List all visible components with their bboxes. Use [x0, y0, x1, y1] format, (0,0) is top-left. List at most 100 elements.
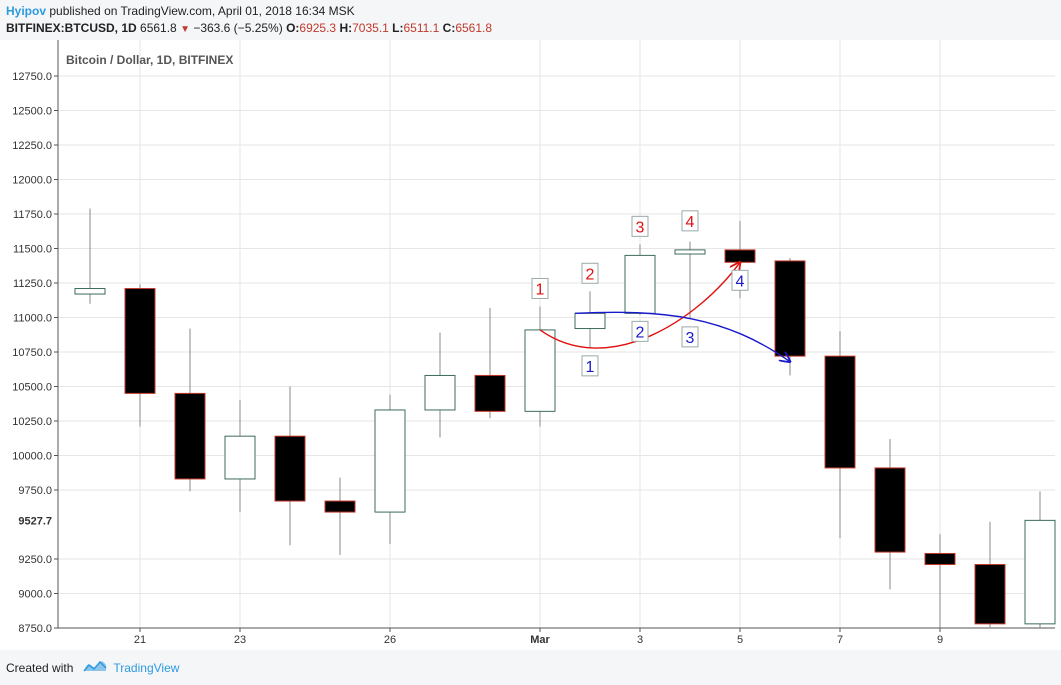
high-value: 7035.1: [352, 21, 389, 35]
candle-body-up: [674, 249, 706, 255]
candlestick-series: [74, 208, 1056, 628]
candle-body-up: [574, 312, 606, 330]
blue-count-label-box: [731, 269, 749, 291]
candle: [474, 307, 506, 419]
y-tick-label: 9000.0: [18, 589, 52, 601]
low-label: L:: [392, 21, 404, 35]
x-tick-label: 7: [837, 634, 843, 646]
candle-body-down: [124, 288, 156, 394]
time-axis[interactable]: 21 23 26 Mar 3 5 7 9: [58, 627, 1055, 646]
candle: [324, 477, 356, 555]
y-tick-label: 12000.0: [12, 175, 52, 187]
blue-count-label-box: [631, 320, 649, 342]
candle: [274, 386, 306, 546]
y-tick-label: 9250.0: [18, 554, 52, 566]
price-tag: [2, 512, 56, 529]
candle-body-down: [174, 392, 206, 480]
candle-body-up: [424, 374, 456, 411]
tradingview-logo-icon[interactable]: [83, 659, 107, 676]
candle-body-up: [624, 254, 656, 314]
blue-count-label: 3: [686, 330, 695, 347]
candle-body-down: [324, 500, 356, 513]
candle-body-up: [374, 409, 406, 513]
candle: [1024, 491, 1056, 628]
close-label: C:: [442, 21, 456, 35]
blue-count-label: 4: [736, 273, 745, 290]
y-tick-label: 10000.0: [12, 451, 52, 463]
y-tick-label: 10500.0: [12, 382, 52, 394]
candle: [724, 220, 756, 299]
candle: [674, 241, 706, 319]
chart-area[interactable]: 12750.0 12500.0 12250.0 12000.0 11750.0 11500…: [0, 40, 1061, 650]
red-count-label-box: [531, 277, 549, 299]
low-value: 6511.1: [403, 21, 440, 35]
blue-arrow-curve: [574, 311, 790, 361]
y-tick-label: 8750.0: [18, 623, 52, 635]
y-tick-label: 11250.0: [13, 278, 52, 290]
candle-body-down: [274, 435, 306, 502]
tradingview-brand-link[interactable]: TradingView: [113, 660, 180, 675]
x-tick-label: 9: [937, 634, 943, 646]
candle-body-up: [224, 435, 256, 480]
blue-count-label-box: [581, 355, 599, 377]
candle: [224, 400, 256, 513]
candle-body-down: [474, 374, 506, 412]
candle-body-down: [724, 249, 756, 263]
candle-body-down: [774, 260, 806, 357]
candle-body-down: [824, 355, 856, 469]
candle-body-up: [1024, 519, 1056, 625]
y-tick-label: 12750.0: [12, 71, 52, 83]
ohlc-bar: BITFINEX:BTCUSD, 1D 6561.8 ▼ −363.6 (−5.…: [6, 21, 492, 35]
candle: [924, 534, 956, 628]
candle: [974, 521, 1006, 628]
open-value: 6925.3: [299, 21, 337, 35]
y-tick-label: 11000.0: [13, 313, 52, 325]
candle-body-up: [524, 329, 556, 412]
candle: [174, 328, 206, 492]
x-tick-label: 23: [234, 634, 246, 646]
candle-body-down: [974, 564, 1006, 625]
red-count-label: 2: [586, 266, 595, 283]
created-with-text: Created with: [6, 660, 74, 675]
author-link[interactable]: Hyipov: [6, 4, 47, 18]
chart-title: Bitcoin / Dollar, 1D, BITFINEX: [66, 53, 233, 67]
candle: [424, 332, 456, 438]
y-tick-label: 11750.0: [13, 209, 52, 221]
price-axis[interactable]: 12750.0 12500.0 12250.0 12000.0 11750.0 11500…: [2, 40, 59, 635]
close-value: 6561.8: [455, 21, 493, 35]
candle-body-down: [874, 467, 906, 553]
x-tick-label: 21: [134, 634, 146, 646]
change-value: −363.6 (−5.25%): [193, 21, 283, 35]
x-tick-label: Mar: [530, 634, 550, 646]
down-triangle-icon: ▼: [180, 24, 190, 35]
price-tag-label: 9527.7: [18, 516, 52, 528]
publish-info: Hyipov published on TradingView.com, Apr…: [6, 4, 355, 18]
high-label: H:: [339, 21, 353, 35]
y-tick-label: 10250.0: [12, 416, 52, 428]
red-count-label: 4: [686, 214, 695, 231]
blue-count-label: 2: [636, 324, 645, 341]
candle: [774, 258, 806, 376]
red-count-label-box: [631, 215, 649, 237]
candle: [874, 438, 906, 590]
y-tick-label: 12250.0: [12, 140, 52, 152]
red-count-label: 1: [536, 281, 545, 298]
open-label: O:: [286, 21, 300, 35]
red-count-label-box: [681, 210, 699, 232]
published-text: published on TradingView.com, April 01, …: [49, 4, 355, 18]
candle: [374, 394, 406, 544]
red-count-label-box: [581, 262, 599, 284]
candle: [124, 284, 156, 427]
x-tick-label: 5: [737, 634, 743, 646]
candle: [74, 208, 106, 304]
x-tick-label: 26: [384, 634, 396, 646]
red-count-label: 3: [636, 219, 645, 236]
candle-body-down: [924, 552, 956, 566]
candle: [824, 331, 856, 539]
y-tick-label: 11500.0: [13, 244, 52, 256]
symbol-label: BITFINEX:BTCUSD, 1D: [6, 21, 137, 35]
candle: [624, 244, 656, 315]
candle-body-up: [74, 288, 106, 295]
annotations: 1 2 3 4 1 2 3 4: [531, 210, 790, 377]
red-arrow-curve: [539, 262, 740, 349]
